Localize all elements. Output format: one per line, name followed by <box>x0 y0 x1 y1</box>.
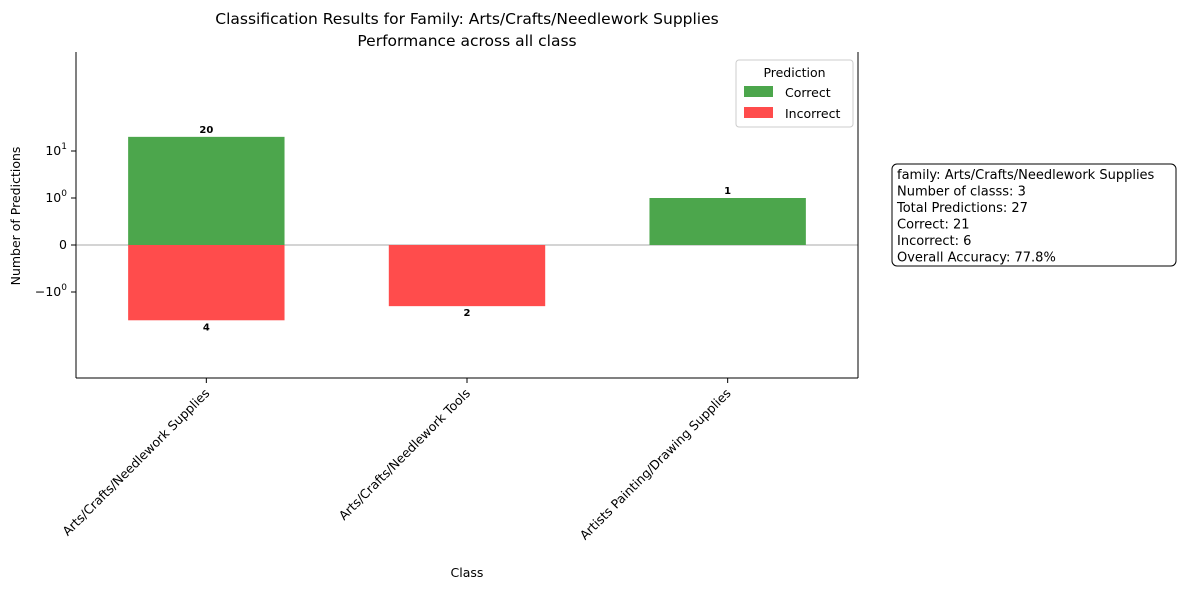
legend-title: Prediction <box>763 65 825 80</box>
data-label-correct: 1 <box>724 186 731 197</box>
legend-swatch-correct <box>744 86 773 97</box>
bar-incorrect <box>388 245 546 307</box>
info-line-family: family: Arts/Crafts/Needlework Supplies <box>897 168 1155 183</box>
y-tick-label: 100 <box>45 189 67 205</box>
x-tick-label: Arts/Crafts/Needlework Supplies <box>59 386 212 539</box>
y-axis-label: Number of Predictions <box>8 147 23 286</box>
x-axis-label: Class <box>451 565 484 580</box>
chart-subtitle: Performance across all class <box>357 32 576 50</box>
chart-title: Classification Results for Family: Arts/… <box>215 10 718 28</box>
legend: Prediction Correct Incorrect <box>735 59 854 128</box>
info-line-accuracy: Overall Accuracy: 77.8% <box>897 251 1056 266</box>
plot-area: 20 4 Arts/Crafts/Needlework Supplies 2 Arts/… <box>35 52 859 543</box>
x-tick-label: Arts/Crafts/Needlework Tools <box>336 386 474 524</box>
data-label-correct: 20 <box>199 125 213 136</box>
bar-incorrect <box>128 245 285 321</box>
info-line-total: Total Predictions: 27 <box>896 201 1028 216</box>
bar-correct <box>128 136 285 245</box>
data-label-incorrect: 2 <box>464 308 471 319</box>
info-line-correct: Correct: 21 <box>897 218 970 233</box>
info-line-class-count: Number of classs: 3 <box>897 185 1026 200</box>
legend-swatch-incorrect <box>744 107 773 118</box>
x-tick-label: Artists Painting/Drawing Supplies <box>577 386 734 543</box>
info-line-incorrect: Incorrect: 6 <box>897 234 971 249</box>
info-box: family: Arts/Crafts/Needlework Supplies … <box>891 163 1177 267</box>
y-tick-label: −100 <box>35 283 67 299</box>
legend-label-correct: Correct <box>785 85 831 100</box>
info-box-frame <box>891 163 1177 267</box>
legend-label-incorrect: Incorrect <box>785 106 840 121</box>
bar-correct <box>649 198 806 245</box>
y-tick-label: 101 <box>45 142 67 158</box>
y-tick-label: 0 <box>59 237 67 252</box>
data-label-incorrect: 4 <box>203 322 210 333</box>
